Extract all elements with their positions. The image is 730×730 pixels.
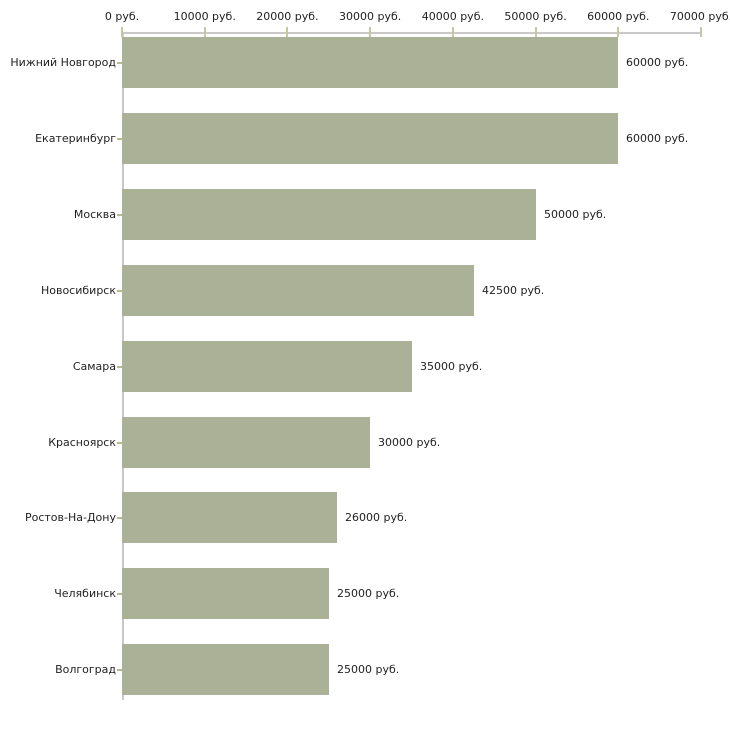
- x-axis-tick-label: 50000 руб.: [504, 10, 567, 23]
- category-tick-mark: [117, 138, 122, 140]
- bar-0: [122, 37, 618, 88]
- x-axis-tick-mark: [369, 27, 372, 37]
- bar-4: [122, 341, 412, 392]
- category-label: Москва: [73, 208, 116, 221]
- x-axis-tick-mark: [534, 27, 537, 37]
- x-axis-tick-mark: [700, 27, 702, 37]
- bar-value-label: 25000 руб.: [337, 663, 400, 676]
- bar-value-label: 42500 руб.: [482, 284, 545, 297]
- bar-2: [122, 189, 536, 240]
- x-axis-tick-label: 40000 руб.: [421, 10, 484, 23]
- category-tick-mark: [117, 366, 122, 368]
- category-label: Красноярск: [48, 436, 116, 449]
- x-axis-tick-label: 60000 руб.: [587, 10, 650, 23]
- category-tick-mark: [117, 290, 122, 292]
- category-label: Нижний Новгород: [10, 56, 116, 69]
- bar-1: [122, 113, 618, 164]
- category-tick-mark: [117, 62, 122, 64]
- category-label: Ростов-На-Дону: [24, 511, 116, 524]
- category-tick-mark: [117, 517, 122, 519]
- bar-value-label: 60000 руб.: [626, 132, 689, 145]
- bar-5: [122, 417, 370, 468]
- bar-value-label: 26000 руб.: [345, 511, 408, 524]
- bar-8: [122, 644, 329, 695]
- category-label: Челябинск: [54, 587, 116, 600]
- x-axis-tick-mark: [203, 27, 206, 37]
- x-axis-tick-label: 0 руб.: [104, 10, 140, 23]
- x-axis-tick-label: 70000 руб.: [669, 10, 730, 23]
- bar-6: [122, 492, 337, 543]
- x-axis-tick-label: 10000 руб.: [173, 10, 236, 23]
- bar-value-label: 30000 руб.: [378, 436, 441, 449]
- category-tick-mark: [117, 442, 122, 444]
- category-label: Екатеринбург: [35, 132, 116, 145]
- x-axis-tick-mark: [121, 27, 123, 37]
- bar-7: [122, 568, 329, 619]
- x-axis-tick-mark: [451, 27, 454, 37]
- category-label: Новосибирск: [40, 284, 116, 297]
- x-axis-tick-label: 20000 руб.: [256, 10, 319, 23]
- x-axis-line: [122, 32, 702, 34]
- x-axis-tick-mark: [617, 27, 620, 37]
- category-label: Самара: [72, 360, 116, 373]
- category-label: Волгоград: [55, 663, 116, 676]
- bar-value-label: 35000 руб.: [420, 360, 483, 373]
- x-axis-tick-mark: [286, 27, 289, 37]
- category-tick-mark: [117, 669, 122, 671]
- category-tick-mark: [117, 593, 122, 595]
- x-axis-tick-label: 30000 руб.: [339, 10, 402, 23]
- category-tick-mark: [117, 214, 122, 216]
- bar-value-label: 60000 руб.: [626, 56, 689, 69]
- bar-value-label: 25000 руб.: [337, 587, 400, 600]
- bar-3: [122, 265, 474, 316]
- bar-value-label: 50000 руб.: [544, 208, 607, 221]
